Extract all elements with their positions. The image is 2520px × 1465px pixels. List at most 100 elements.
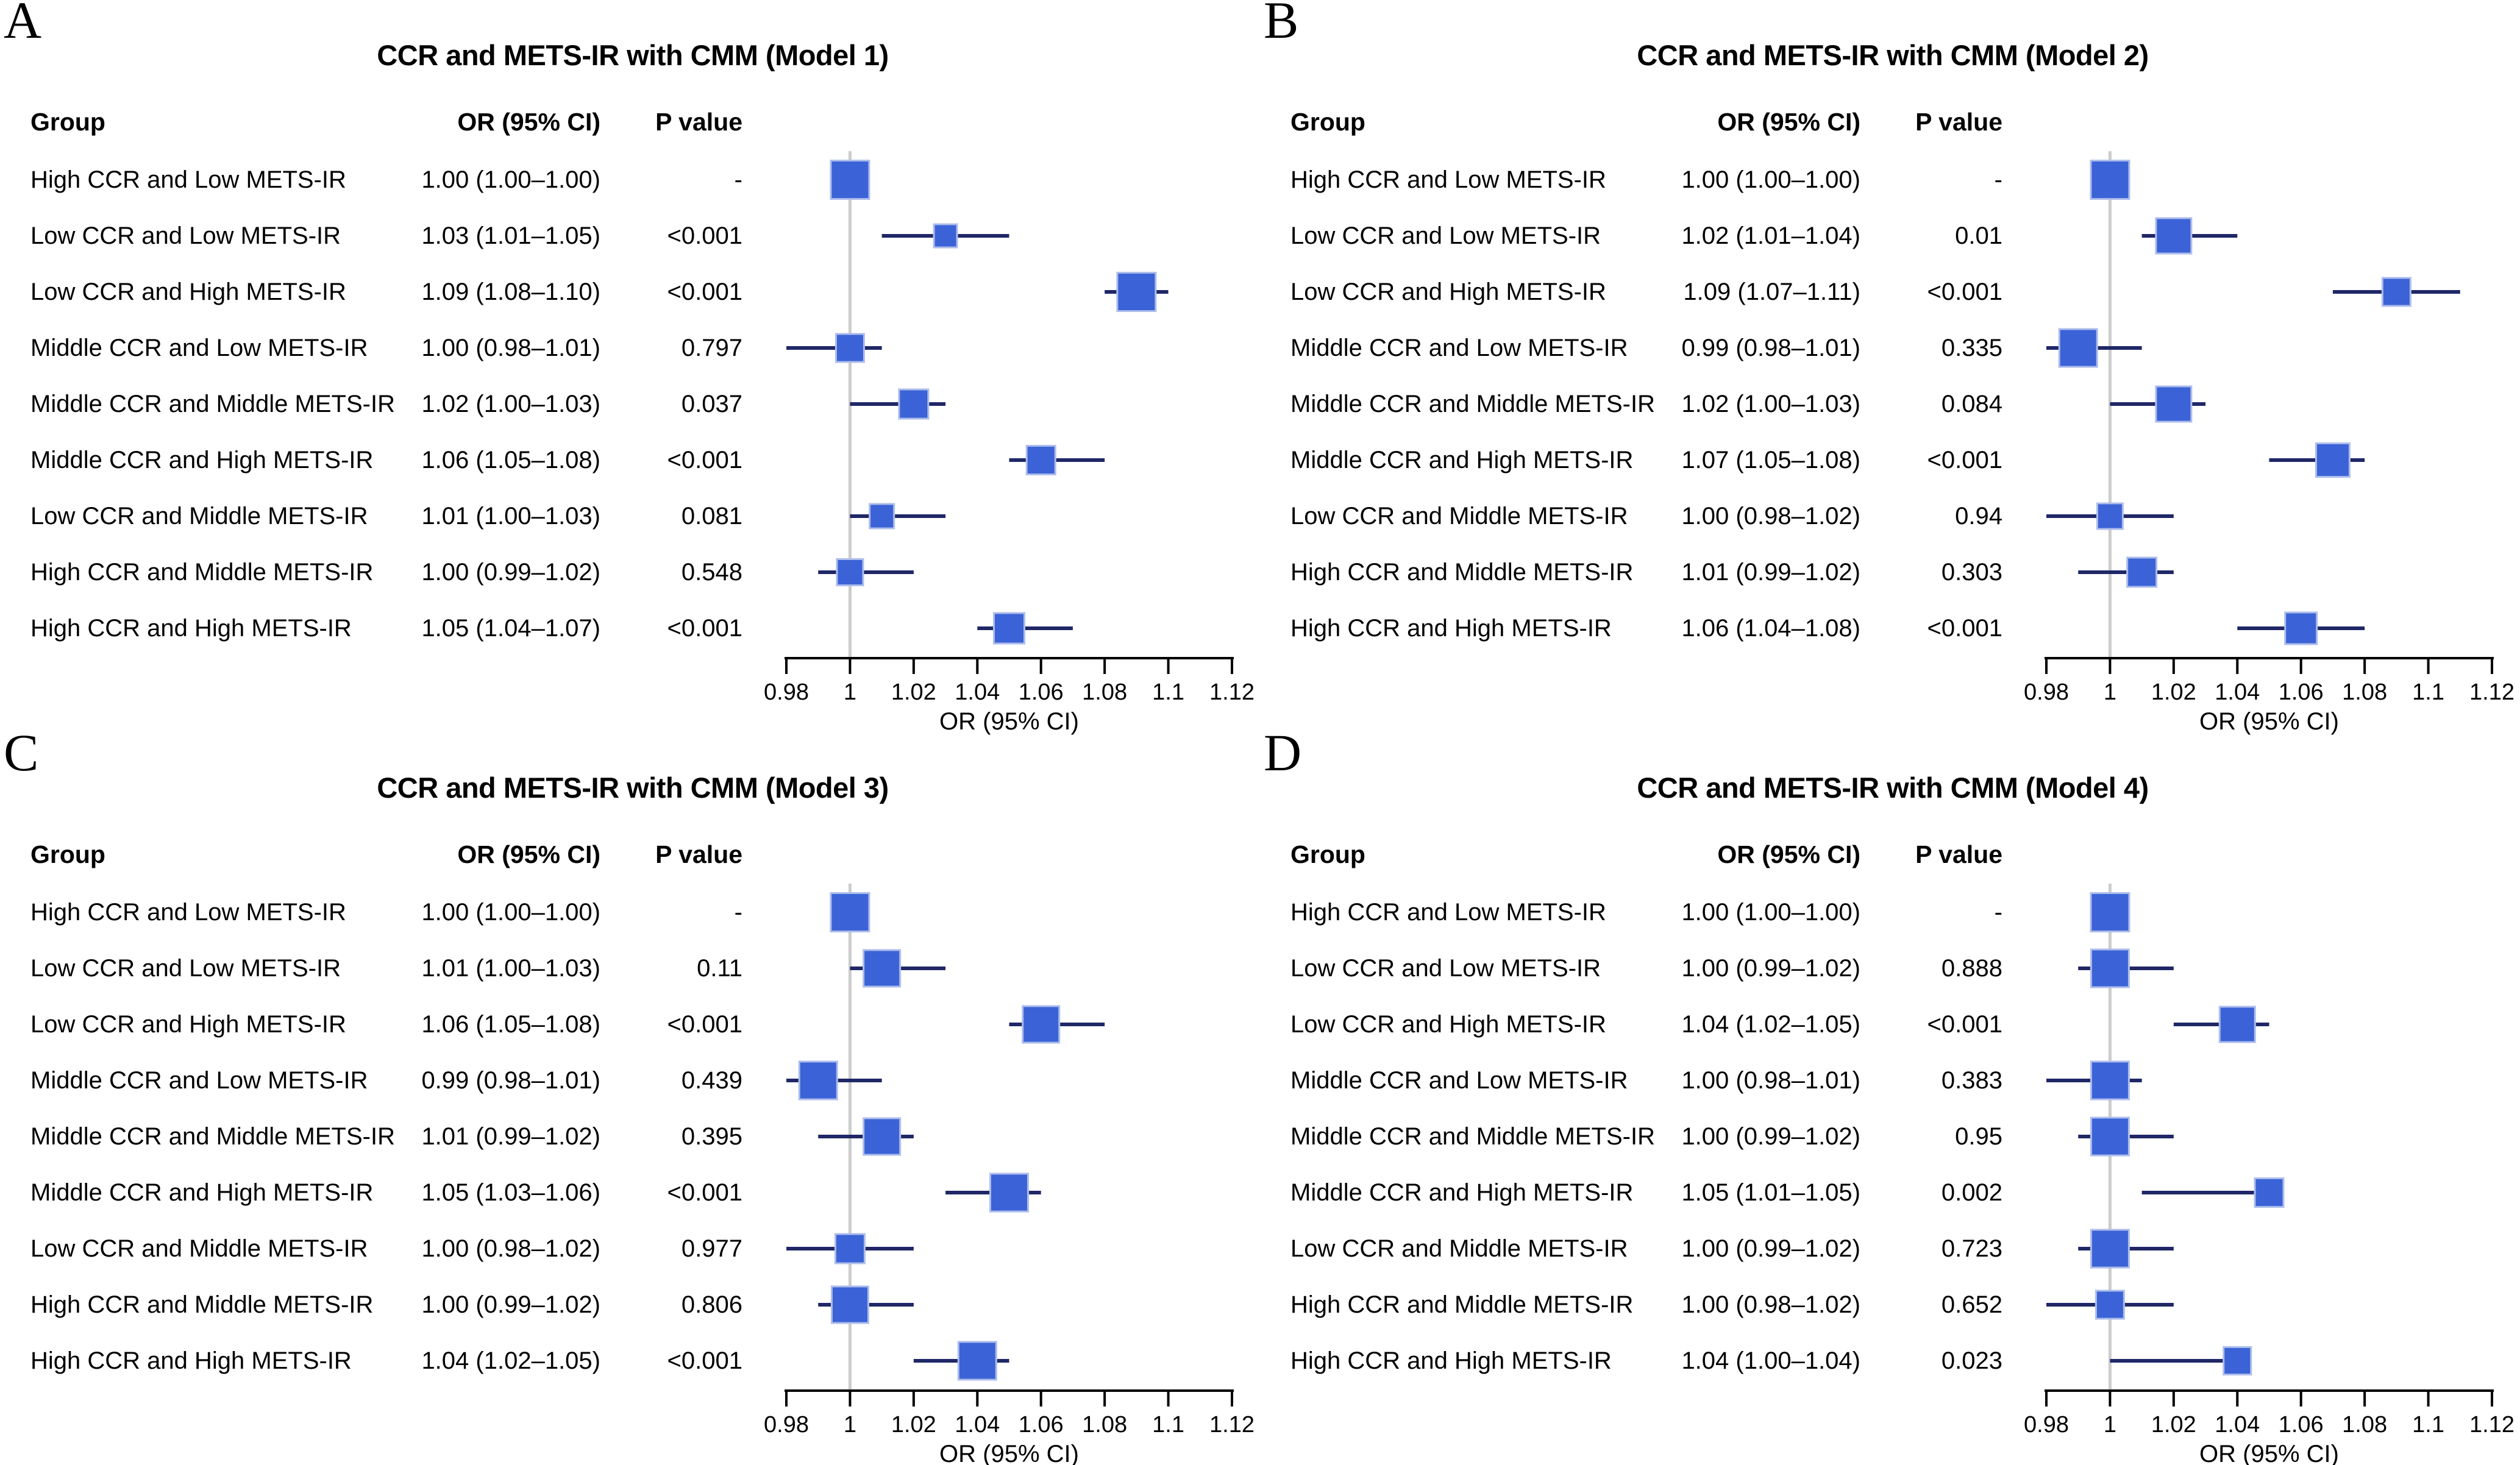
column-header-group: Group [1290, 108, 1365, 136]
row-or-ci-value: 1.04 (1.02–1.05) [1681, 1011, 1860, 1038]
or-point-square [2090, 1060, 2130, 1101]
row-p-value: <0.001 [667, 278, 742, 305]
or-point-square [957, 1341, 997, 1381]
row-group-label: High CCR and Middle METS-IR [1290, 1291, 1634, 1318]
panel-title: CCR and METS-IR with CMM (Model 1) [377, 39, 889, 71]
row-group-label: High CCR and High METS-IR [1290, 615, 1612, 642]
or-point-square [863, 949, 902, 988]
row-group-label: High CCR and High METS-IR [30, 1347, 352, 1374]
or-point-square [2090, 948, 2130, 988]
row-or-ci-value: 1.05 (1.01–1.05) [1681, 1179, 1860, 1206]
or-point-square [2284, 611, 2318, 645]
or-point-square [2090, 160, 2130, 200]
row-group-label: Low CCR and Middle METS-IR [30, 503, 368, 530]
row-or-ci-value: 1.00 (0.98–1.01) [421, 335, 600, 361]
panel-model-4: D CCR and METS-IR with CMM (Model 4) Gro… [1260, 726, 2520, 1465]
row-or-ci-value: 1.00 (1.00–1.00) [421, 899, 600, 926]
x-axis-tick-label: 1.08 [2342, 1412, 2387, 1438]
row-group-label: High CCR and Low METS-IR [30, 166, 346, 193]
row-group-label: High CCR and High METS-IR [1290, 1347, 1612, 1374]
row-or-ci-value: 1.09 (1.08–1.10) [421, 278, 600, 305]
panel-model-3: C CCR and METS-IR with CMM (Model 3) Gro… [0, 726, 1260, 1465]
row-p-value: 0.652 [1941, 1291, 2002, 1318]
x-axis-label: OR (95% CI) [2199, 708, 2339, 735]
row-group-label: Middle CCR and Middle METS-IR [1290, 391, 1655, 417]
row-group-label: Middle CCR and Middle METS-IR [30, 391, 395, 417]
panel-letter: D [1264, 723, 1302, 782]
row-group-label: Middle CCR and High METS-IR [1290, 1179, 1634, 1206]
column-header-group: Group [30, 108, 105, 136]
row-or-ci-value: 1.00 (0.99–1.02) [1681, 1235, 1860, 1262]
row-p-value: <0.001 [667, 1347, 742, 1374]
row-group-label: Low CCR and Middle METS-IR [30, 1235, 368, 1262]
row-or-ci-value: 1.05 (1.04–1.07) [421, 615, 600, 642]
or-point-square [1022, 1005, 1061, 1044]
or-point-square [1025, 445, 1056, 475]
row-or-ci-value: 1.00 (0.99–1.02) [1681, 1123, 1860, 1150]
x-axis-tick-label: 1.04 [955, 1412, 1000, 1438]
row-or-ci-value: 1.02 (1.00–1.03) [421, 391, 600, 417]
x-axis-tick-label: 1.04 [955, 679, 1000, 705]
row-p-value: 0.548 [681, 559, 742, 586]
or-point-square [798, 1060, 838, 1101]
row-p-value: <0.001 [667, 1011, 742, 1038]
row-or-ci-value: 1.01 (0.99–1.02) [421, 1123, 600, 1150]
x-axis-tick-label: 1.12 [2469, 679, 2515, 705]
row-group-label: Low CCR and High METS-IR [1290, 278, 1606, 305]
x-axis-tick-label: 0.98 [764, 1412, 809, 1438]
row-group-label: High CCR and High METS-IR [30, 615, 352, 642]
row-group-label: High CCR and Low METS-IR [1290, 899, 1606, 926]
or-point-square [835, 333, 865, 363]
row-group-label: High CCR and Middle METS-IR [30, 559, 374, 586]
row-p-value: 0.797 [681, 335, 742, 361]
row-p-value: 0.081 [681, 503, 742, 530]
row-p-value: <0.001 [667, 222, 742, 249]
row-or-ci-value: 1.06 (1.05–1.08) [421, 447, 600, 474]
row-p-value: 0.723 [1941, 1235, 2002, 1262]
row-p-value: <0.001 [1927, 1011, 2002, 1038]
forest-plot-area: 0.98 1 1.02 1.04 1.06 1.08 1.1 1.12 [764, 884, 1255, 1438]
or-point-square [2218, 1006, 2256, 1043]
row-or-ci-value: 1.06 (1.05–1.08) [421, 1011, 600, 1038]
panel-title: CCR and METS-IR with CMM (Model 2) [1637, 39, 2149, 71]
column-header-or: OR (95% CI) [457, 108, 600, 136]
row-p-value: 0.303 [1941, 559, 2002, 586]
row-or-ci-value: 1.00 (0.98–1.02) [421, 1235, 600, 1262]
x-axis-tick-label: 1.06 [2279, 679, 2324, 705]
column-header-or: OR (95% CI) [1717, 108, 1860, 136]
column-header-pvalue: P value [655, 840, 742, 868]
x-axis-tick-label: 1.1 [1152, 1412, 1184, 1438]
or-point-square [830, 892, 870, 932]
x-axis-tick-label: 1.08 [1082, 679, 1127, 705]
panel-letter: B [1264, 0, 1299, 49]
row-group-label: Low CCR and Low METS-IR [30, 222, 341, 249]
row-or-ci-value: 1.04 (1.02–1.05) [421, 1347, 600, 1374]
panel-model-1: A CCR and METS-IR with CMM (Model 1) Gro… [0, 0, 1260, 735]
row-or-ci-value: 1.00 (1.00–1.00) [1681, 166, 1860, 193]
row-p-value: - [734, 899, 742, 926]
row-p-value: 0.037 [681, 391, 742, 417]
row-group-label: Low CCR and Middle METS-IR [1290, 1235, 1628, 1262]
x-axis-tick-label: 1.1 [2412, 679, 2444, 705]
x-axis-tick-label: 1.08 [1082, 1412, 1127, 1438]
row-group-label: Middle CCR and High METS-IR [30, 447, 374, 474]
x-axis-tick-label: 1.02 [2151, 1412, 2196, 1438]
row-group-label: Low CCR and Low METS-IR [30, 955, 341, 982]
row-group-label: Low CCR and High METS-IR [1290, 1011, 1606, 1038]
or-point-square [2155, 385, 2193, 423]
row-p-value: <0.001 [1927, 615, 2002, 642]
row-or-ci-value: 1.04 (1.00–1.04) [1681, 1347, 1860, 1374]
row-group-label: Low CCR and Low METS-IR [1290, 955, 1601, 982]
row-group-label: Middle CCR and Low METS-IR [1290, 335, 1628, 361]
row-or-ci-value: 1.01 (1.00–1.03) [421, 955, 600, 982]
or-point-square [2090, 1116, 2130, 1157]
forest-plot-area: 0.98 1 1.02 1.04 1.06 1.08 1.1 1.12 [2024, 151, 2515, 705]
x-axis-tick-label: 1.12 [1209, 679, 1255, 705]
panel-title: CCR and METS-IR with CMM (Model 3) [377, 772, 889, 804]
x-axis-label: OR (95% CI) [2199, 1441, 2339, 1465]
or-point-square [2096, 502, 2124, 530]
row-group-label: Middle CCR and High METS-IR [1290, 447, 1634, 474]
row-or-ci-value: 0.99 (0.98–1.01) [421, 1067, 600, 1094]
row-group-label: Middle CCR and Middle METS-IR [30, 1123, 395, 1150]
